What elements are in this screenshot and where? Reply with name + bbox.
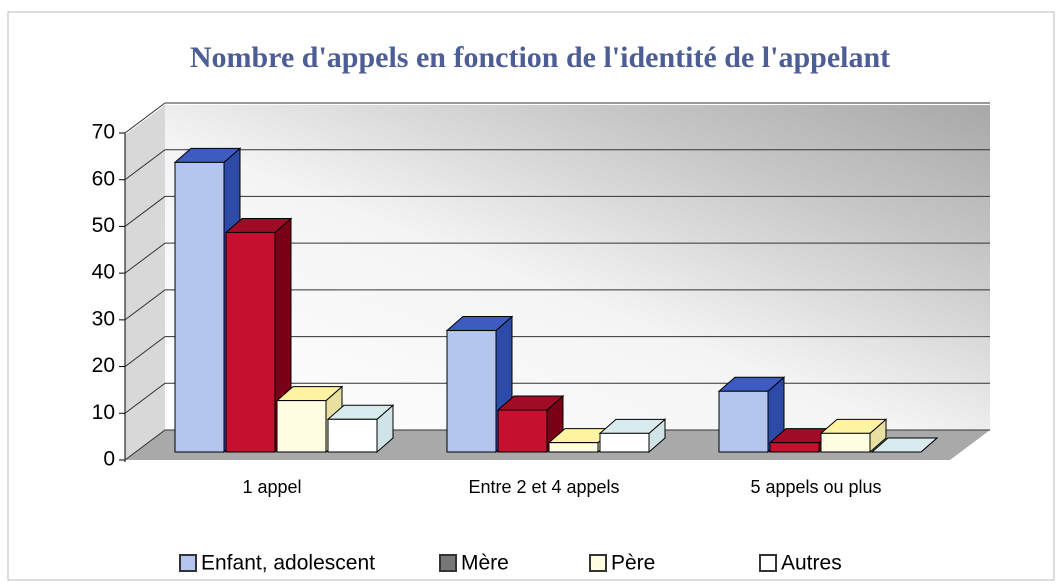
legend-swatch	[589, 554, 607, 572]
bar	[769, 442, 820, 453]
bar	[225, 231, 276, 453]
y-tick-label: 30	[92, 307, 115, 330]
legend-label: Enfant, adolescent	[201, 552, 375, 575]
chart-title: Nombre d'appels en fonction de l'identit…	[190, 41, 890, 74]
x-tick-label: Entre 2 et 4 appels	[468, 477, 619, 497]
legend-label: Autres	[781, 552, 842, 575]
bar	[174, 161, 225, 453]
grid-line	[124, 382, 990, 414]
grid-line	[124, 102, 990, 134]
bar	[276, 400, 327, 453]
legend-label: Mère	[461, 552, 509, 575]
y-tick-label: 50	[92, 214, 115, 237]
bar	[446, 330, 497, 453]
x-tick-label: 5 appels ou plus	[750, 477, 881, 497]
grid-line	[124, 149, 990, 181]
grid-line	[124, 336, 990, 367]
bar	[718, 390, 769, 453]
bar	[548, 442, 599, 453]
bar	[497, 409, 548, 453]
grid-line	[124, 242, 990, 274]
legend-label: Père	[611, 552, 655, 575]
bar	[599, 432, 650, 453]
bar-top	[870, 437, 939, 453]
y-tick-label: 60	[92, 167, 115, 190]
y-tick-label: 10	[92, 401, 115, 424]
side-wall	[125, 105, 165, 460]
y-tick-label: 0	[103, 448, 115, 471]
legend-swatch	[439, 554, 457, 572]
x-tick-label: 1 appel	[242, 477, 301, 497]
grid-line	[124, 289, 990, 321]
legend-swatch	[759, 554, 777, 572]
legend-swatch	[179, 554, 197, 572]
y-tick-label: 20	[92, 354, 115, 377]
grid-line	[124, 429, 990, 461]
y-tick-label: 40	[92, 261, 115, 284]
bar	[820, 432, 871, 453]
back-wall	[165, 105, 990, 430]
bar	[327, 418, 378, 453]
y-tick-label: 70	[92, 121, 115, 144]
grid-line	[124, 195, 990, 227]
